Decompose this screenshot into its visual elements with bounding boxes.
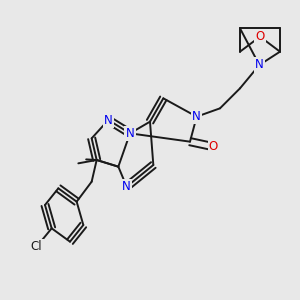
Text: N: N (126, 127, 134, 140)
Text: N: N (255, 58, 264, 71)
Text: O: O (255, 30, 265, 43)
Text: N: N (192, 110, 201, 123)
Text: N: N (122, 180, 131, 193)
Text: O: O (209, 140, 218, 153)
Text: N: N (104, 113, 113, 127)
Text: Cl: Cl (31, 240, 43, 253)
